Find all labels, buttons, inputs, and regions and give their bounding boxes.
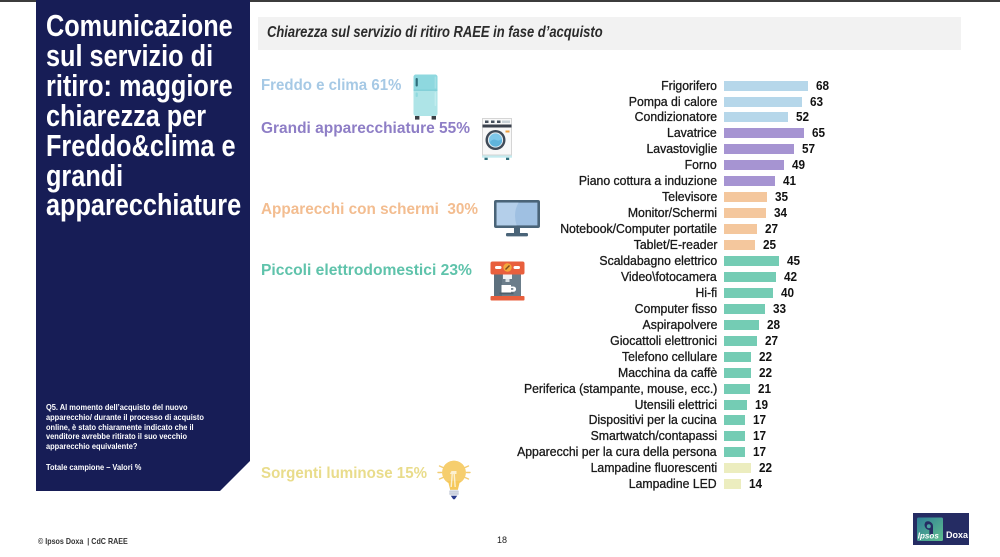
svg-text:Doxa: Doxa (946, 530, 969, 540)
svg-text:Ipsos: Ipsos (918, 530, 939, 540)
